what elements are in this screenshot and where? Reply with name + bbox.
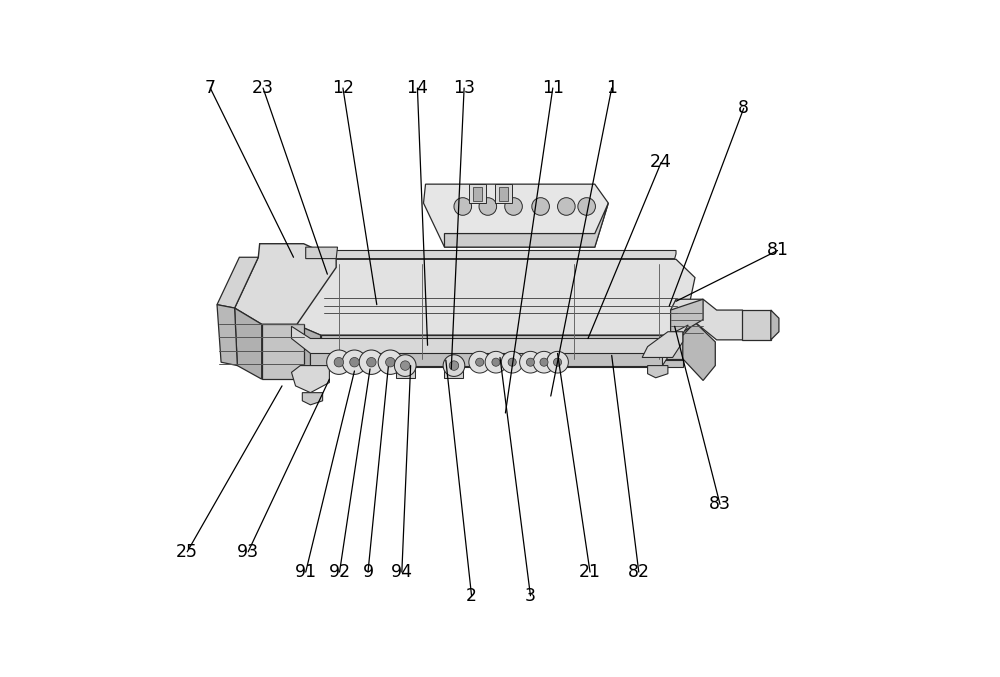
Text: 83: 83 xyxy=(709,496,731,513)
Polygon shape xyxy=(499,187,508,201)
Text: 14: 14 xyxy=(406,79,428,97)
Text: 12: 12 xyxy=(332,79,354,97)
Polygon shape xyxy=(396,366,415,378)
Circle shape xyxy=(334,357,344,367)
Polygon shape xyxy=(297,259,695,335)
Polygon shape xyxy=(671,299,750,340)
Polygon shape xyxy=(310,353,662,366)
Text: 21: 21 xyxy=(579,563,601,581)
Circle shape xyxy=(469,351,491,373)
Polygon shape xyxy=(648,366,668,378)
Polygon shape xyxy=(671,299,703,332)
Text: 8: 8 xyxy=(738,100,749,117)
Text: 91: 91 xyxy=(295,563,317,581)
Text: 93: 93 xyxy=(237,543,259,561)
Text: 7: 7 xyxy=(205,79,216,97)
Polygon shape xyxy=(235,244,336,324)
Circle shape xyxy=(400,361,410,370)
Circle shape xyxy=(359,350,384,374)
Text: 2: 2 xyxy=(466,587,477,605)
Circle shape xyxy=(505,198,522,215)
Text: 13: 13 xyxy=(453,79,475,97)
Circle shape xyxy=(386,357,395,367)
Text: 24: 24 xyxy=(650,154,672,171)
Polygon shape xyxy=(321,360,683,367)
Circle shape xyxy=(476,358,484,366)
Polygon shape xyxy=(262,324,304,379)
Text: 25: 25 xyxy=(176,543,198,561)
Text: 1: 1 xyxy=(606,79,617,97)
Polygon shape xyxy=(473,187,482,201)
Circle shape xyxy=(449,361,459,370)
Polygon shape xyxy=(217,257,258,308)
Text: 82: 82 xyxy=(628,563,650,581)
Polygon shape xyxy=(289,325,321,379)
Circle shape xyxy=(342,350,367,374)
Text: 81: 81 xyxy=(767,242,789,259)
Polygon shape xyxy=(642,332,683,357)
Circle shape xyxy=(378,350,403,374)
Circle shape xyxy=(520,351,541,373)
Text: 11: 11 xyxy=(542,79,564,97)
Polygon shape xyxy=(444,366,463,378)
Polygon shape xyxy=(683,322,715,380)
Circle shape xyxy=(501,351,523,373)
Polygon shape xyxy=(291,366,329,393)
Polygon shape xyxy=(235,308,262,379)
Circle shape xyxy=(394,355,416,376)
Polygon shape xyxy=(217,305,237,366)
Circle shape xyxy=(532,198,549,215)
Circle shape xyxy=(526,358,535,366)
Text: 23: 23 xyxy=(252,79,274,97)
Circle shape xyxy=(540,358,548,366)
Circle shape xyxy=(578,198,595,215)
Circle shape xyxy=(492,358,500,366)
Circle shape xyxy=(350,357,359,367)
Circle shape xyxy=(443,355,465,376)
Circle shape xyxy=(547,351,568,373)
Polygon shape xyxy=(444,203,608,247)
Polygon shape xyxy=(321,335,683,359)
Polygon shape xyxy=(291,325,688,366)
Polygon shape xyxy=(495,184,512,203)
Text: 3: 3 xyxy=(525,587,536,605)
Text: 92: 92 xyxy=(328,563,351,581)
Polygon shape xyxy=(771,310,779,340)
Circle shape xyxy=(485,351,507,373)
Polygon shape xyxy=(302,393,323,405)
Circle shape xyxy=(367,357,376,367)
Circle shape xyxy=(454,198,472,215)
Circle shape xyxy=(533,351,555,373)
Text: 9: 9 xyxy=(362,563,374,581)
Polygon shape xyxy=(321,250,676,259)
Circle shape xyxy=(479,198,497,215)
Polygon shape xyxy=(742,310,771,340)
Circle shape xyxy=(553,358,562,366)
Circle shape xyxy=(327,350,351,374)
Polygon shape xyxy=(469,184,486,203)
Circle shape xyxy=(558,198,575,215)
Polygon shape xyxy=(423,184,608,247)
Text: 94: 94 xyxy=(391,563,413,581)
Polygon shape xyxy=(306,247,338,259)
Circle shape xyxy=(508,358,516,366)
